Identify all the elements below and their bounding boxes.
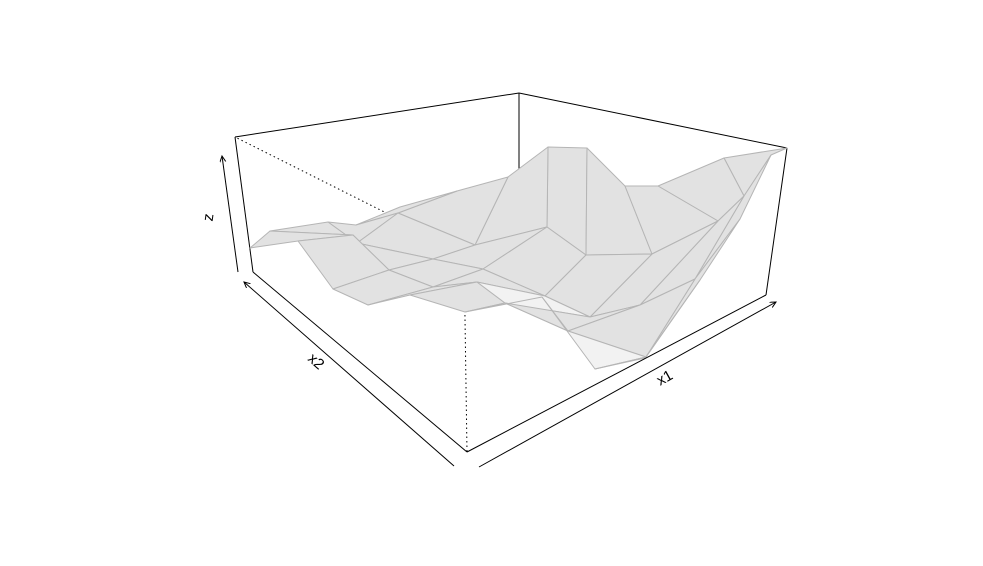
z-axis-arrow bbox=[222, 156, 239, 273]
z-axis-label: z bbox=[200, 212, 218, 222]
x2-axis-arrow bbox=[244, 282, 455, 467]
box-edge-top-back bbox=[234, 92, 520, 138]
x1-axis-arrow bbox=[478, 302, 776, 468]
x1-axis-label: x1 bbox=[654, 367, 676, 390]
x2-axis-label: x2 bbox=[304, 350, 327, 373]
box-edge-right-vertical bbox=[765, 147, 788, 296]
axis-arrows bbox=[222, 156, 776, 468]
surface-facet-r0-c7 bbox=[594, 279, 701, 370]
box-visible-back-edges bbox=[234, 92, 788, 296]
box-edge-left-vertical bbox=[234, 136, 254, 273]
box-front-edges bbox=[252, 271, 767, 453]
box-edge-top-right bbox=[518, 92, 788, 149]
box-edge-hidden-vertical bbox=[463, 251, 468, 453]
box-edge-bottom-front-left bbox=[252, 271, 468, 453]
box-hidden-edges bbox=[234, 136, 788, 453]
box-edge-bottom-front-right bbox=[466, 294, 767, 453]
surface-mesh bbox=[249, 146, 788, 370]
